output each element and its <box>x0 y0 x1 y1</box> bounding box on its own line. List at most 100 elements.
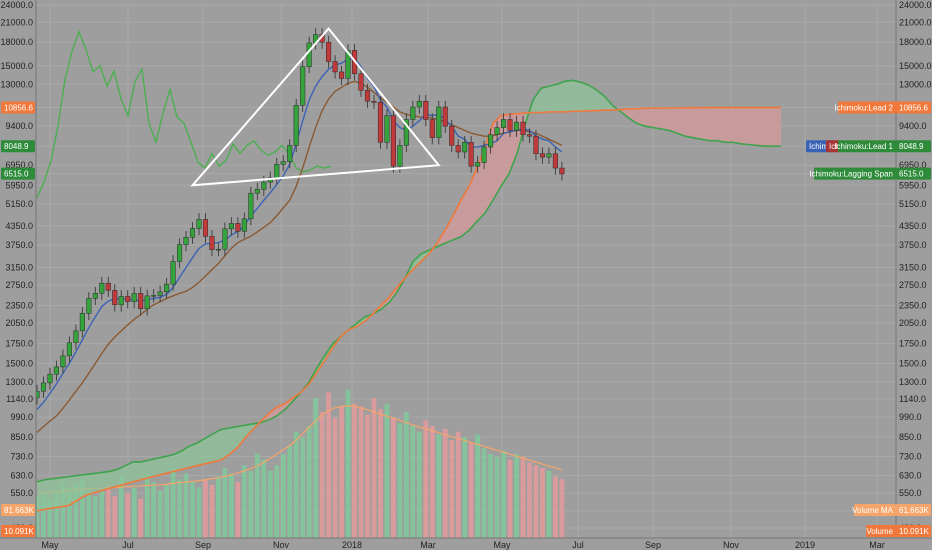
volume-bar <box>105 484 111 538</box>
right-lead1-value-tag-text: 8048.9 <box>899 142 924 151</box>
volume-bar <box>345 389 351 538</box>
volume-bar <box>47 498 53 538</box>
candle-body <box>79 313 85 332</box>
candle-body <box>442 106 448 127</box>
volume-bar <box>319 412 325 538</box>
x-tick-label: May <box>493 540 511 550</box>
left-volume-tag-text: 10.091K <box>4 527 34 536</box>
y-tick-label: 5150.0 <box>5 199 33 209</box>
left-lead2-tag-box <box>1 101 35 114</box>
right-axis-bg <box>896 0 932 550</box>
candle-body <box>235 223 241 232</box>
cloud-segment <box>213 429 221 462</box>
cloud-segment <box>109 469 117 489</box>
volume-bar <box>203 479 208 538</box>
candle-body <box>248 192 254 220</box>
volume-bar <box>196 487 202 538</box>
cloud-segment <box>701 107 709 141</box>
candle-body <box>144 295 150 309</box>
volume-bar <box>170 468 176 538</box>
y-tick-label: 2750.0 <box>5 280 33 290</box>
candle-body <box>306 42 312 67</box>
cloud-segment <box>173 451 181 472</box>
candle-body <box>462 142 468 153</box>
volume-bar <box>546 470 552 538</box>
volma-name-tag-box <box>854 504 896 516</box>
y-tick-label: 1750.0 <box>899 339 927 349</box>
candle-body <box>66 342 72 357</box>
right-volume-value-tag-text: 10.091K <box>899 527 929 536</box>
volume-bar <box>34 496 40 538</box>
volume-bar <box>306 426 312 538</box>
y-tick-label: 2050.0 <box>899 318 927 328</box>
volume-bar <box>326 392 331 538</box>
cloud-segment <box>757 107 765 147</box>
left-lagging-tag-box <box>1 167 35 180</box>
candle-body <box>92 293 98 299</box>
volume-bar <box>157 490 163 538</box>
y-tick-label: 5950.0 <box>899 180 927 190</box>
x-tick-label: Sep <box>645 540 661 550</box>
y-tick-label: 850.0 <box>10 432 33 442</box>
cloud-segment <box>189 443 197 468</box>
triangle-drawing <box>190 27 441 187</box>
volume-bar <box>99 490 105 538</box>
cloud-segment <box>205 433 213 464</box>
lead1-line <box>36 79 782 483</box>
time-axis: May Jul Sep Nov 2018 Mar May Jul Sep Nov 2019 Mar <box>0 537 932 550</box>
volume-bar <box>151 482 157 538</box>
volume-bar <box>514 454 519 538</box>
x-tick-label: 2018 <box>342 540 362 550</box>
candle-body <box>533 135 539 154</box>
volume-bar <box>112 496 118 538</box>
y-tick-label: 1140.0 <box>899 394 926 404</box>
candle-body <box>513 121 520 131</box>
y-tick-label: 1500.0 <box>5 358 33 368</box>
volume-bar <box>442 428 448 538</box>
volume-bar <box>79 479 85 538</box>
y-tick-label: 1500.0 <box>899 358 927 368</box>
candle-body <box>131 293 137 302</box>
volume-bar <box>507 459 513 538</box>
candle-body <box>189 228 196 238</box>
y-tick-label: 9400.0 <box>5 121 33 131</box>
cloud-segment <box>725 107 733 143</box>
lagging-name-tag-box <box>814 167 896 180</box>
left-price-axis: 24000.0 21000.0 18000.0 15000.0 13000.0 9400.… <box>0 0 37 550</box>
candle-body <box>164 283 170 293</box>
volume-bar <box>384 403 390 538</box>
y-tick-label: 630.0 <box>899 471 922 481</box>
y-tick-label: 730.0 <box>899 452 922 462</box>
x-tick-label: Mar <box>420 540 436 550</box>
cloud-segment <box>637 108 645 127</box>
time-axis-bg <box>0 538 932 550</box>
candle-body <box>403 119 409 146</box>
y-tick-label: 24000.0 <box>899 0 932 10</box>
candle-body <box>423 100 429 120</box>
lagging-span <box>36 29 332 199</box>
volume-bar <box>378 409 383 538</box>
candle-body <box>293 105 299 146</box>
candle-body <box>300 66 306 106</box>
volume-bar <box>92 496 98 538</box>
volume-ma-path <box>36 405 563 494</box>
candle-body <box>390 115 396 167</box>
cloud-segment <box>413 253 421 270</box>
candle-body <box>73 330 79 344</box>
volume-bar <box>540 468 545 538</box>
cloud-segment <box>117 465 125 487</box>
y-tick-label: 4350.0 <box>899 221 927 231</box>
volume-bar <box>287 445 293 538</box>
cloud-segment <box>149 458 157 478</box>
cloud-segment <box>749 107 757 146</box>
volume-bar <box>423 420 429 538</box>
volume-bar <box>190 482 195 538</box>
cloud-segment <box>453 200 461 240</box>
volume-bar <box>86 493 92 538</box>
candle-body <box>552 153 558 169</box>
volma-name-tag-text: Volume MA <box>852 506 894 515</box>
y-tick-label: 5950.0 <box>5 180 33 190</box>
y-tick-label: 2050.0 <box>5 318 33 328</box>
volume-bar <box>235 482 241 538</box>
